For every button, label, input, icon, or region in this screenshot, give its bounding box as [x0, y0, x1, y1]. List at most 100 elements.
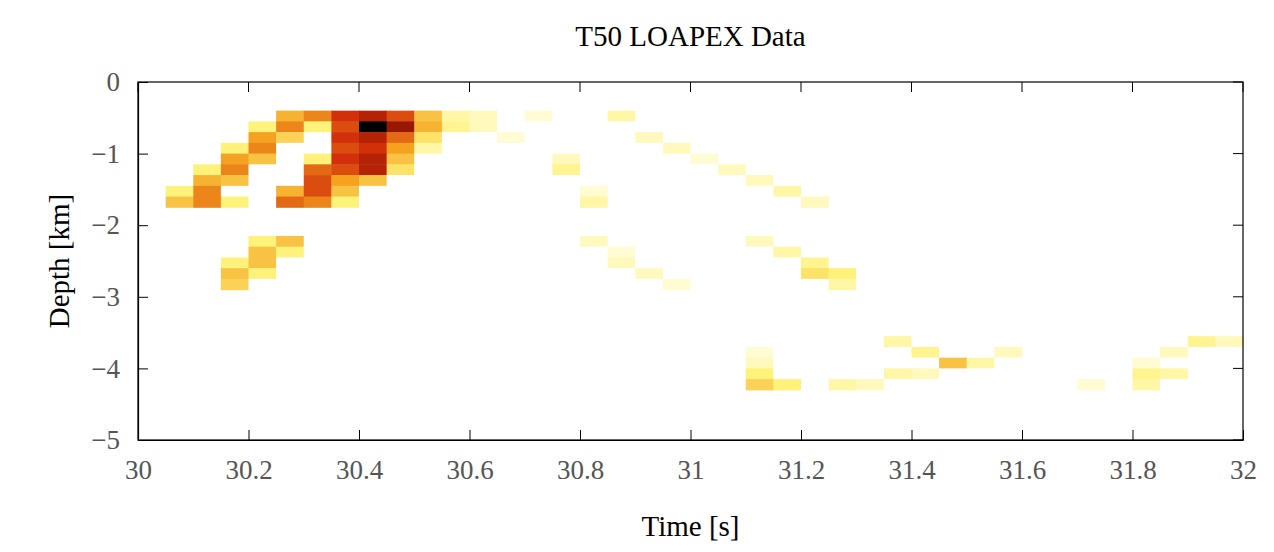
heat-cell — [1215, 336, 1243, 347]
x-tick: 30.8 — [557, 430, 604, 485]
heat-cell — [221, 236, 249, 247]
x-tick-mark-top — [1132, 82, 1133, 92]
heat-cell — [525, 164, 553, 175]
heat-cell — [442, 236, 470, 247]
heat-cell — [276, 132, 304, 143]
heat-cell — [773, 143, 801, 154]
heat-cell — [801, 358, 829, 369]
heat-cell — [221, 379, 249, 390]
heat-cell — [138, 358, 166, 369]
heat-cell — [414, 236, 442, 247]
heat-cell — [746, 268, 774, 279]
heat-cell — [1160, 358, 1188, 369]
heat-cell — [1105, 247, 1133, 258]
heat-cell — [691, 379, 719, 390]
heat-cell — [304, 154, 332, 165]
y-tick: −1 — [91, 139, 148, 169]
heat-cell — [912, 257, 940, 268]
x-tick-mark-top — [359, 82, 360, 92]
heat-cell — [359, 279, 387, 290]
y-tick-mark-right — [1233, 368, 1243, 369]
heat-cell — [276, 336, 304, 347]
heat-cell — [359, 368, 387, 379]
heat-cell — [1105, 358, 1133, 369]
heat-cell — [249, 175, 277, 186]
heat-cell — [884, 111, 912, 122]
heat-cell — [525, 197, 553, 208]
heat-cell — [331, 257, 359, 268]
heat-cell — [608, 368, 636, 379]
heat-cell — [856, 121, 884, 132]
heat-cell — [856, 154, 884, 165]
heat-cell — [1160, 268, 1188, 279]
heat-cell — [746, 164, 774, 175]
heat-cell — [994, 247, 1022, 258]
heat-cell — [276, 164, 304, 175]
heat-cell — [497, 247, 525, 258]
heat-cell — [497, 197, 525, 208]
heat-cell — [967, 358, 995, 369]
heat-cell — [387, 358, 415, 369]
y-tick: −3 — [91, 282, 148, 312]
heat-cell — [718, 379, 746, 390]
heat-cell — [884, 236, 912, 247]
heat-cell — [967, 154, 995, 165]
heat-cell — [387, 164, 415, 175]
heat-cell — [331, 164, 359, 175]
heat-cell — [1215, 347, 1243, 358]
heat-cell — [166, 268, 194, 279]
heat-cell — [663, 186, 691, 197]
heat-cell — [967, 111, 995, 122]
heat-cell — [470, 121, 498, 132]
heat-cell — [359, 358, 387, 369]
heat-cell — [552, 347, 580, 358]
heat-cell — [387, 186, 415, 197]
heat-cell — [1105, 132, 1133, 143]
heat-cell — [1105, 164, 1133, 175]
heat-cell — [967, 279, 995, 290]
heat-cell — [470, 279, 498, 290]
heat-cell — [829, 358, 857, 369]
heat-cell — [442, 336, 470, 347]
heat-cell — [1050, 175, 1078, 186]
heat-cell — [552, 132, 580, 143]
heat-cell — [138, 336, 166, 347]
heat-cell — [525, 379, 553, 390]
x-tick: 31 — [678, 430, 705, 485]
heat-cell — [387, 111, 415, 122]
heat-cell — [691, 111, 719, 122]
heat-cell — [470, 154, 498, 165]
heat-cell — [497, 132, 525, 143]
heat-cell — [1105, 368, 1133, 379]
heat-cell — [193, 132, 221, 143]
heat-cell — [939, 164, 967, 175]
heat-cell — [359, 247, 387, 258]
heat-cell — [691, 279, 719, 290]
heat-cell — [387, 368, 415, 379]
heat-cell — [470, 197, 498, 208]
heat-cell — [1188, 279, 1216, 290]
heat-cell — [1215, 268, 1243, 279]
heat-cell — [525, 132, 553, 143]
heat-cell — [304, 279, 332, 290]
heat-cell — [1105, 186, 1133, 197]
heat-cell — [1022, 132, 1050, 143]
heat-cell — [994, 236, 1022, 247]
heat-cell — [746, 175, 774, 186]
y-tick-mark — [138, 440, 148, 441]
heat-cell — [691, 347, 719, 358]
heat-cell — [221, 143, 249, 154]
x-axis-line — [139, 440, 1244, 441]
heat-cell — [884, 347, 912, 358]
heat-cell — [1105, 279, 1133, 290]
heat-cell — [1077, 111, 1105, 122]
heat-cell — [1050, 236, 1078, 247]
heat-cell — [359, 336, 387, 347]
heat-cell — [691, 368, 719, 379]
heat-cell — [166, 368, 194, 379]
heat-cell — [912, 368, 940, 379]
heat-cell — [967, 347, 995, 358]
heat-cell — [773, 247, 801, 258]
heat-cell — [1050, 132, 1078, 143]
heat-cell — [635, 257, 663, 268]
